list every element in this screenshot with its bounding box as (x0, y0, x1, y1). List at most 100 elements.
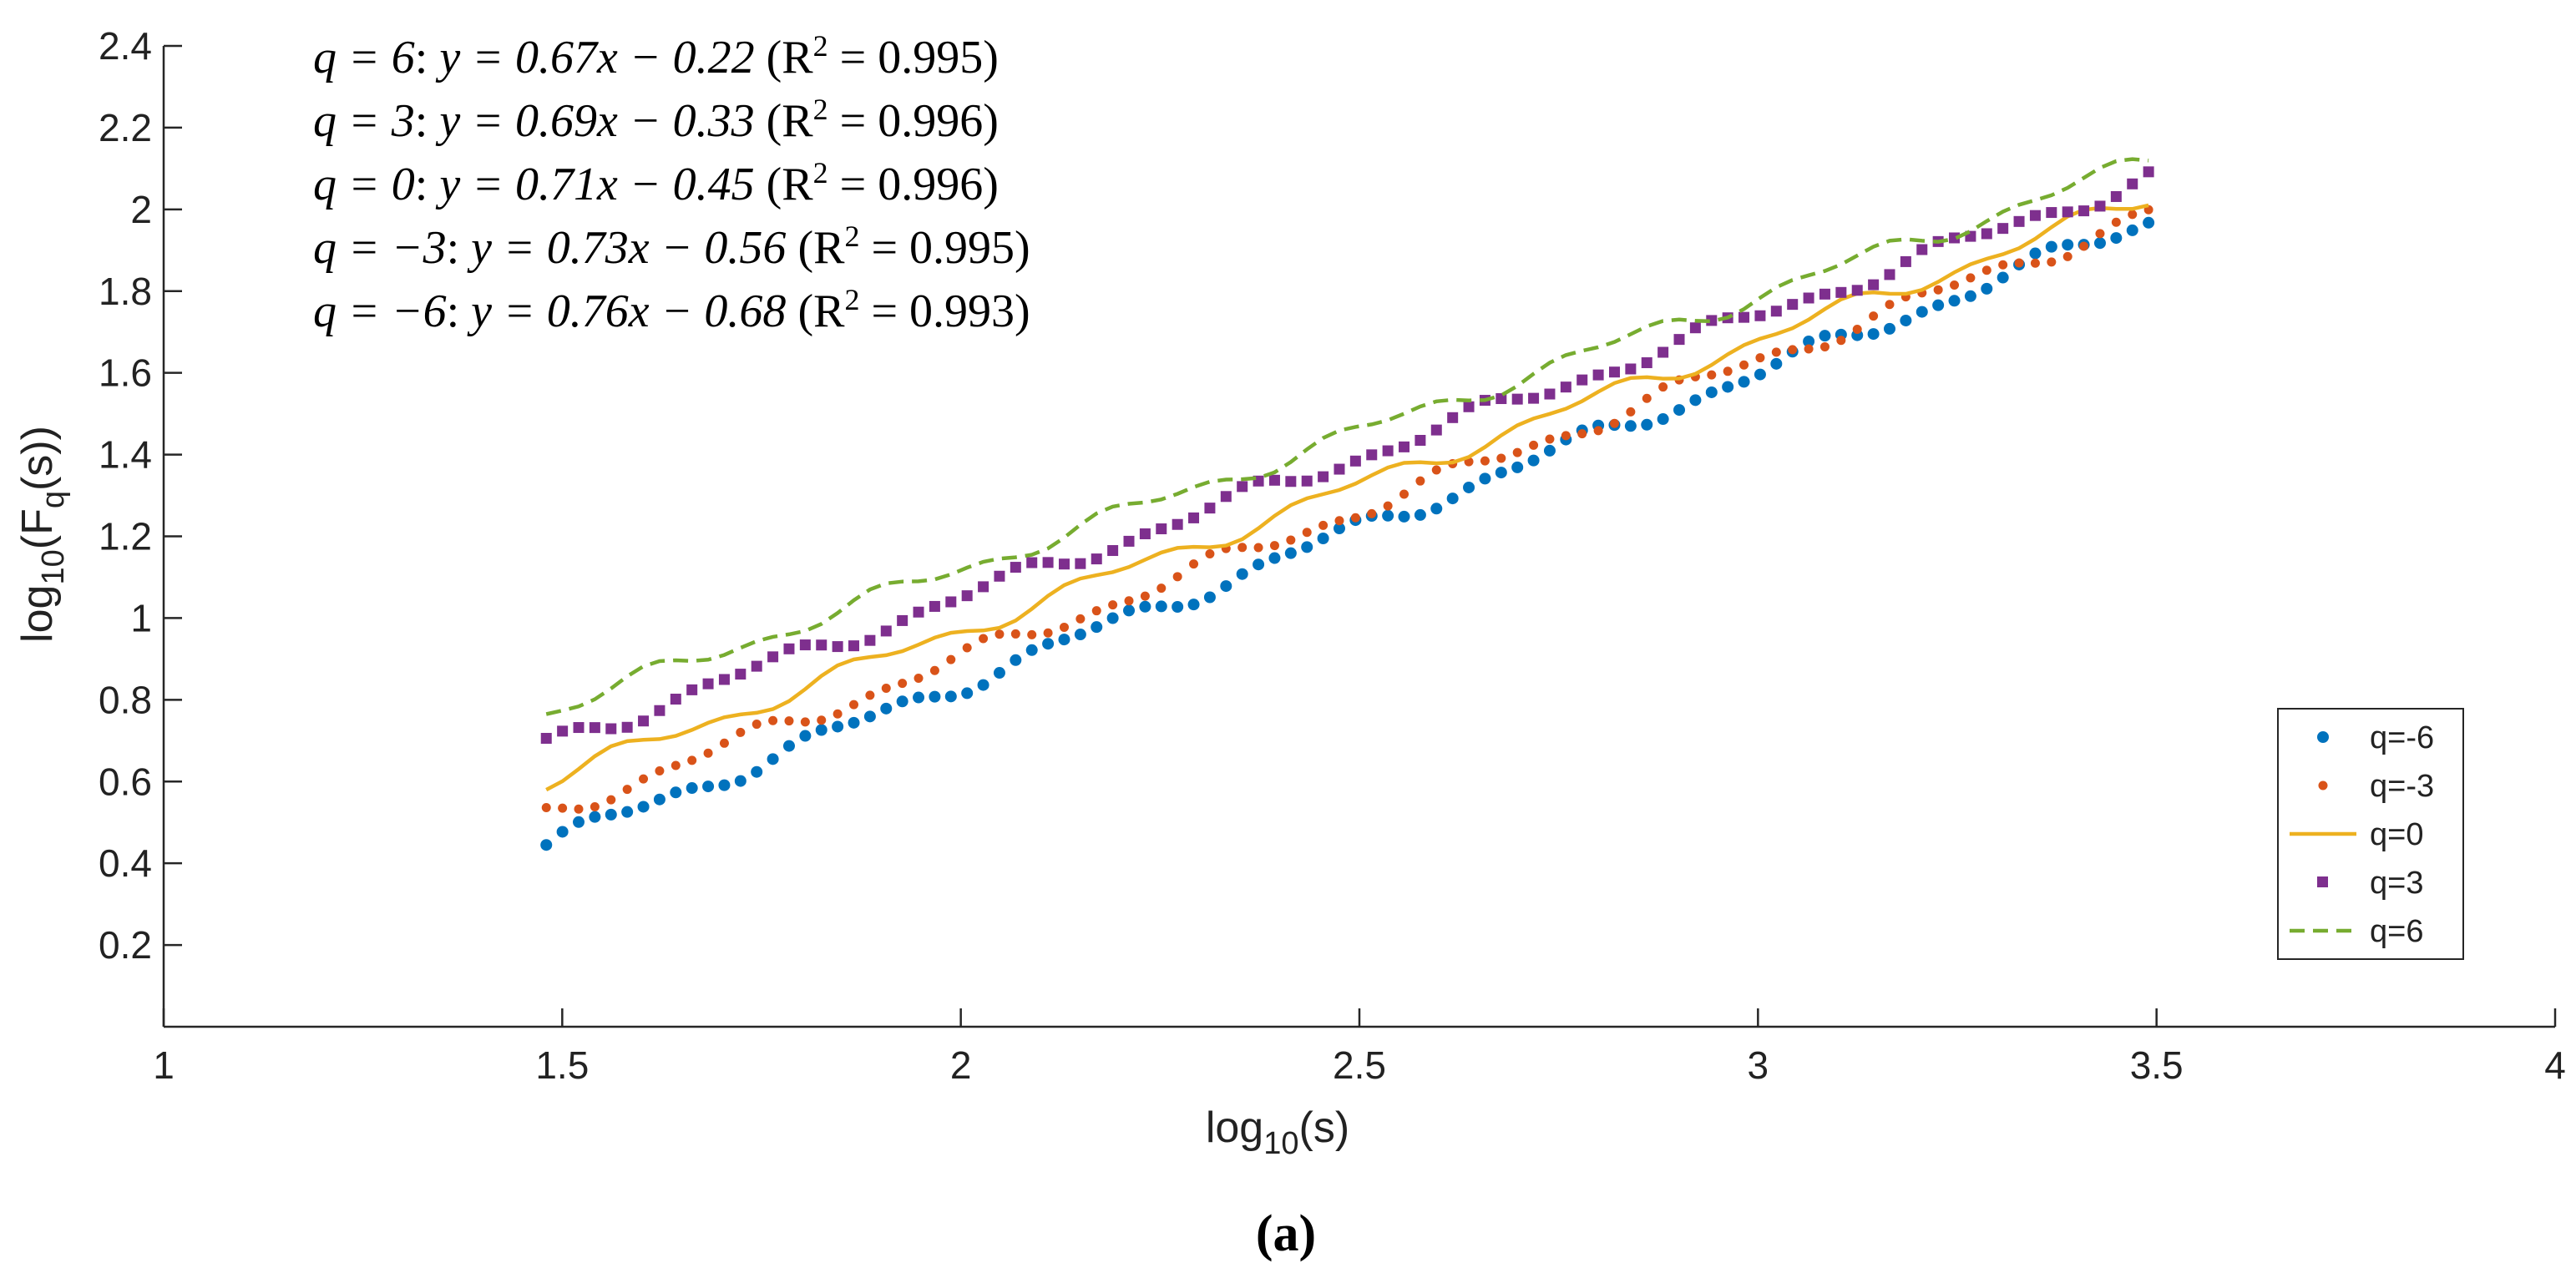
series-q3-point (848, 640, 860, 652)
series-q6-point (1738, 376, 1750, 388)
series-q3-point (2110, 190, 2122, 202)
y-ticks: 0.2 0.4 0.6 0.8 1 1.2 1.4 1.6 1.8 2 2.2 2.4 (99, 24, 182, 967)
legend: q=-6 q=-3 q=0 q=3 q=6 (2277, 708, 2464, 960)
series-q6-point (1284, 547, 1297, 559)
series-q3-point (1577, 429, 1587, 439)
series-q3-point (639, 774, 649, 784)
figure-caption: (a) (1256, 1205, 1316, 1262)
series-q3-point (703, 748, 713, 758)
series-q3-point (1253, 543, 1263, 553)
series-q6-point (929, 690, 941, 703)
series-q3-point (540, 732, 552, 744)
series-q3-point (929, 600, 940, 612)
series-q3-point (979, 634, 989, 644)
series-q3-point (1673, 334, 1685, 346)
series-q3-point (1626, 407, 1636, 417)
series-q3-point (1350, 513, 1360, 523)
series-q6-point (863, 710, 876, 723)
series-q6-point (1641, 418, 1653, 431)
series-q3-point (1188, 512, 1200, 523)
x-tick-label: 2 (950, 1043, 972, 1087)
x-tick-label: 3.5 (2130, 1043, 2184, 1087)
series-q6-point (1543, 444, 1556, 457)
series-q6-point (1139, 600, 1151, 613)
series-q3-point (1430, 424, 1442, 436)
series-q3-point (622, 785, 632, 795)
legend-label-q3: q=3 (2370, 866, 2423, 901)
series-q6-point (782, 740, 795, 752)
legend-label-q-3: q=-3 (2370, 769, 2434, 804)
series-q3-point (2095, 229, 2105, 239)
legend-entry-q3: q=3 (2317, 866, 2423, 901)
series-q3-point (718, 674, 730, 685)
series-q6-point (1317, 532, 1329, 544)
y-tick-label: 2.2 (99, 106, 152, 149)
x-tick-label: 2.5 (1333, 1043, 1386, 1087)
series-q6-point (815, 724, 827, 736)
series-q3-point (1496, 453, 1506, 463)
series-q6-point (1867, 328, 1880, 341)
series-q3-point (638, 715, 650, 727)
series-q3-point (1268, 474, 1280, 486)
series-q3-point (1981, 228, 1992, 240)
series-q6-point (977, 679, 989, 691)
legend-marker-q3 (2317, 876, 2328, 887)
series-q6-point (556, 826, 569, 838)
series-q3-point (1318, 520, 1328, 530)
series-q3-point (1124, 596, 1134, 606)
series-q3-point (2029, 210, 2041, 221)
x-axis-label: log10(s) (1206, 1104, 1349, 1161)
legend-label-q0: q=0 (2370, 817, 2423, 852)
fit-equations: q = 6: y = 0.67x − 0.22 (R2 = 0.995) q =… (313, 29, 1030, 337)
series-q3-point (913, 606, 924, 618)
series-q3-point (1528, 392, 1540, 404)
series-q6-point (1333, 523, 1345, 535)
series-q3-point (1285, 476, 1297, 487)
series-q3-point (978, 581, 989, 593)
series-q3-point (1739, 360, 1749, 370)
series-q3-point (1431, 465, 1441, 475)
series-q6-point (913, 691, 925, 704)
series-q3-point (1916, 244, 1928, 255)
series-q3-point (784, 716, 794, 726)
series-q3-point (1592, 369, 1604, 381)
series-q0 (545, 203, 2149, 792)
series-q3-point (961, 590, 973, 602)
series-q3-point (1059, 622, 1069, 632)
series-q3-point (1609, 418, 1619, 428)
series-q6-point (1948, 295, 1961, 307)
series-q3-point (1043, 628, 1053, 638)
series-q3-point (1625, 363, 1637, 375)
series-q3-point (1608, 366, 1620, 378)
series-q3-point (1463, 401, 1475, 412)
series-q3-point (686, 684, 698, 695)
series-q6-point (621, 806, 634, 818)
series-q3-point (849, 700, 859, 710)
series-q3-point (2062, 206, 2073, 218)
series-q6-point (2029, 247, 2042, 260)
series-q3-point (1367, 508, 1377, 518)
series-q3-point (2127, 178, 2138, 189)
series-q3-point (752, 720, 762, 730)
series-q3-point (2078, 205, 2090, 217)
legend-label-q-6: q=-6 (2370, 720, 2434, 755)
series-q3-point (2014, 258, 2024, 268)
series-q3-point (945, 596, 957, 608)
series-q3-point (1657, 346, 1669, 358)
series-q6-point (1025, 644, 1038, 656)
series-q3-point (735, 669, 746, 680)
series-q3-point (1156, 523, 1167, 535)
series-q3-point (1220, 491, 1232, 503)
series-q3-point (1399, 489, 1409, 499)
series-q3-point (1107, 545, 1119, 557)
equation-qm6: q = −6: y = 0.76x − 0.68 (R2 = 0.993) (313, 283, 1030, 337)
series-q3-point (1415, 476, 1425, 486)
series-q3-point (2128, 210, 2138, 220)
series-q3-point (1302, 528, 1312, 538)
series-q3-point (1301, 475, 1313, 487)
series-q6-point (1058, 634, 1070, 646)
series-q3-point (1884, 269, 1895, 280)
series-q6-point (1900, 314, 1912, 326)
